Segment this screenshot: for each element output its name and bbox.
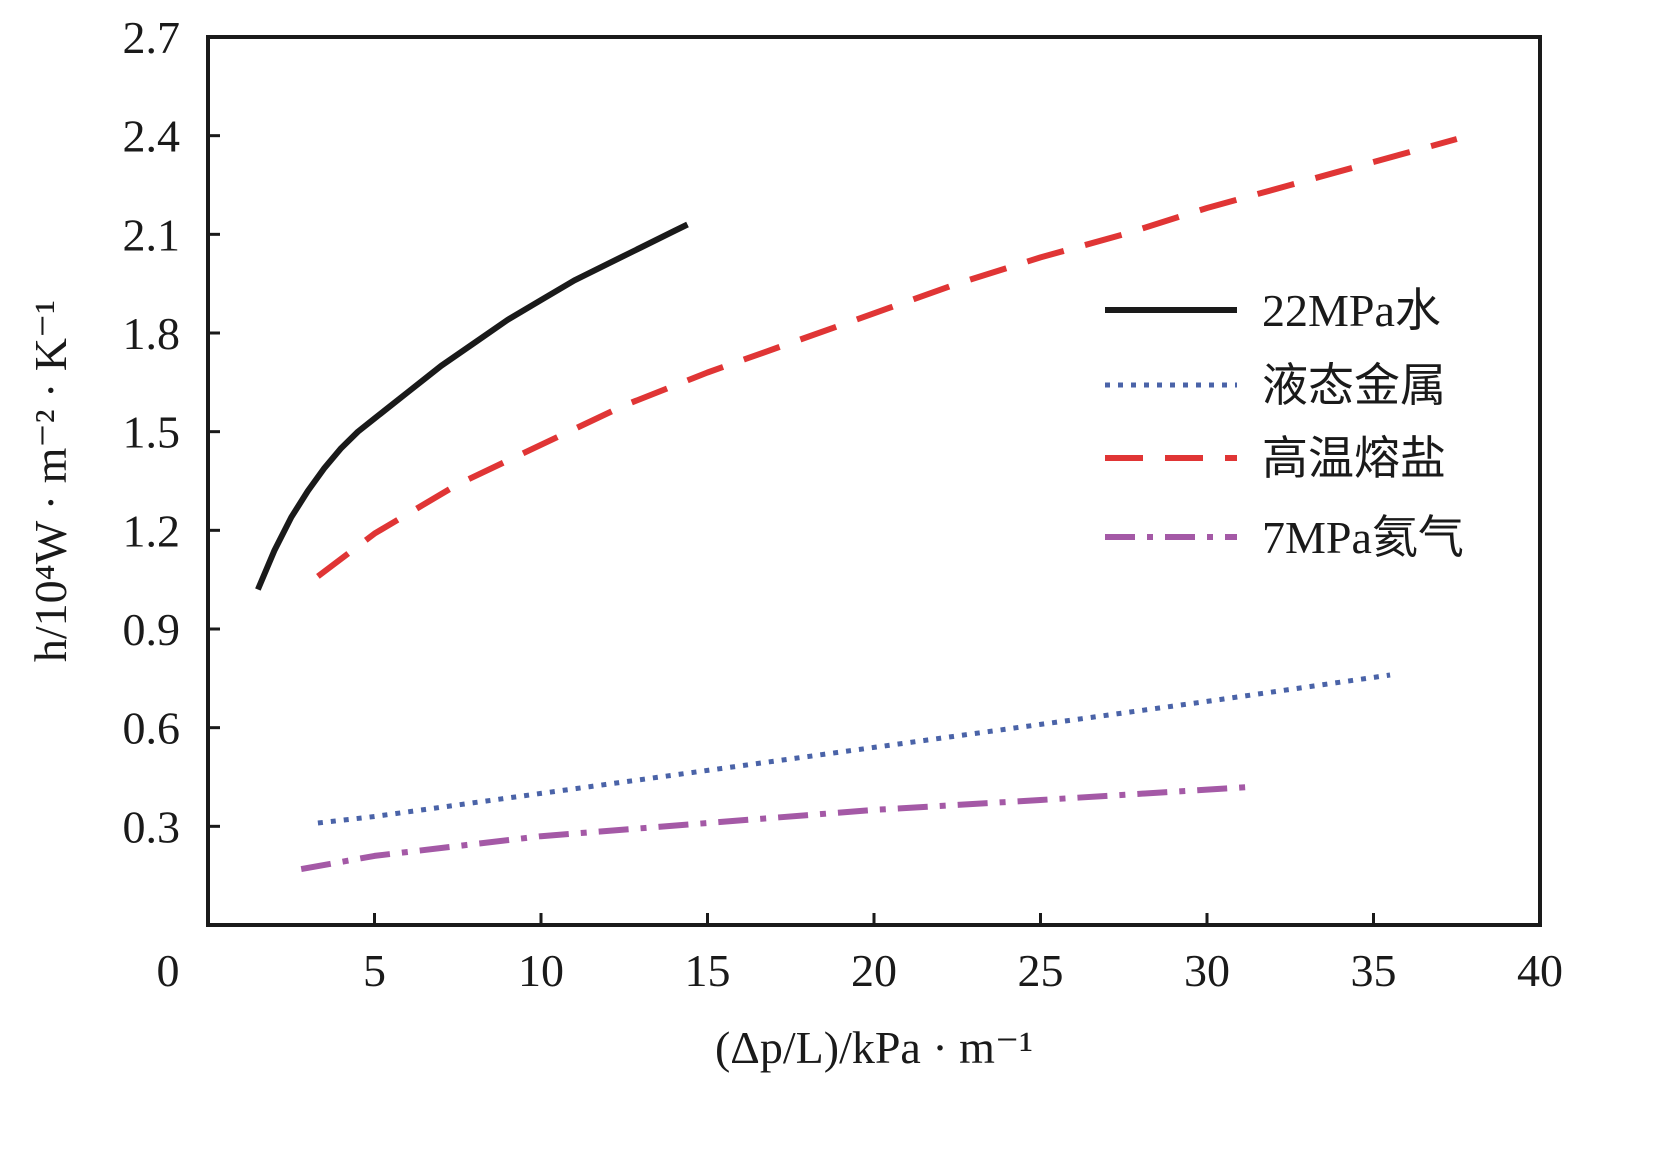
x-axis-title: (Δp/L)/kPa · m⁻¹ [715, 1022, 1033, 1073]
x-tick-label: 40 [1517, 945, 1563, 996]
x-tick-label: 30 [1184, 945, 1230, 996]
x-tick-label: 5 [363, 945, 386, 996]
ticks-group: 0 5 10 15 20 25 30 35 40 0.3 0.6 0.9 1.2 1.5 1.8 2.1 2.4… [123, 12, 1564, 996]
y-tick-label: 2.7 [123, 12, 181, 63]
series-line-4 [300, 783, 1251, 873]
series-layer [255, 136, 1458, 873]
series-line-3 [316, 136, 1458, 579]
y-tick-label: 2.1 [123, 209, 181, 260]
y-tick-label: 2.4 [123, 111, 181, 162]
x-tick-label: 0 [157, 945, 180, 996]
series-line-2 [317, 672, 1391, 826]
y-tick-label: 1.8 [123, 308, 181, 359]
x-tick-label: 15 [685, 945, 731, 996]
x-tick-label: 25 [1018, 945, 1064, 996]
series-line-1 [255, 221, 689, 591]
y-tick-label: 0.9 [123, 604, 181, 655]
x-tick-label: 20 [851, 945, 897, 996]
legend-label-2: 液态金属 [1262, 360, 1446, 411]
y-axis-title: h/10⁴W · m⁻² · K⁻¹ [25, 300, 76, 662]
legend-label-3: 高温熔盐 [1262, 433, 1446, 484]
x-tick-label: 10 [518, 945, 564, 996]
legend-label-4: 7MPa氦气 [1262, 512, 1464, 563]
y-tick-label: 1.5 [123, 407, 181, 458]
y-tick-label: 1.2 [123, 505, 181, 556]
legend-label-1: 22MPa水 [1262, 285, 1441, 336]
x-tick-label: 35 [1351, 945, 1397, 996]
y-tick-label: 0.3 [123, 801, 181, 852]
y-tick-label: 0.6 [123, 703, 181, 754]
